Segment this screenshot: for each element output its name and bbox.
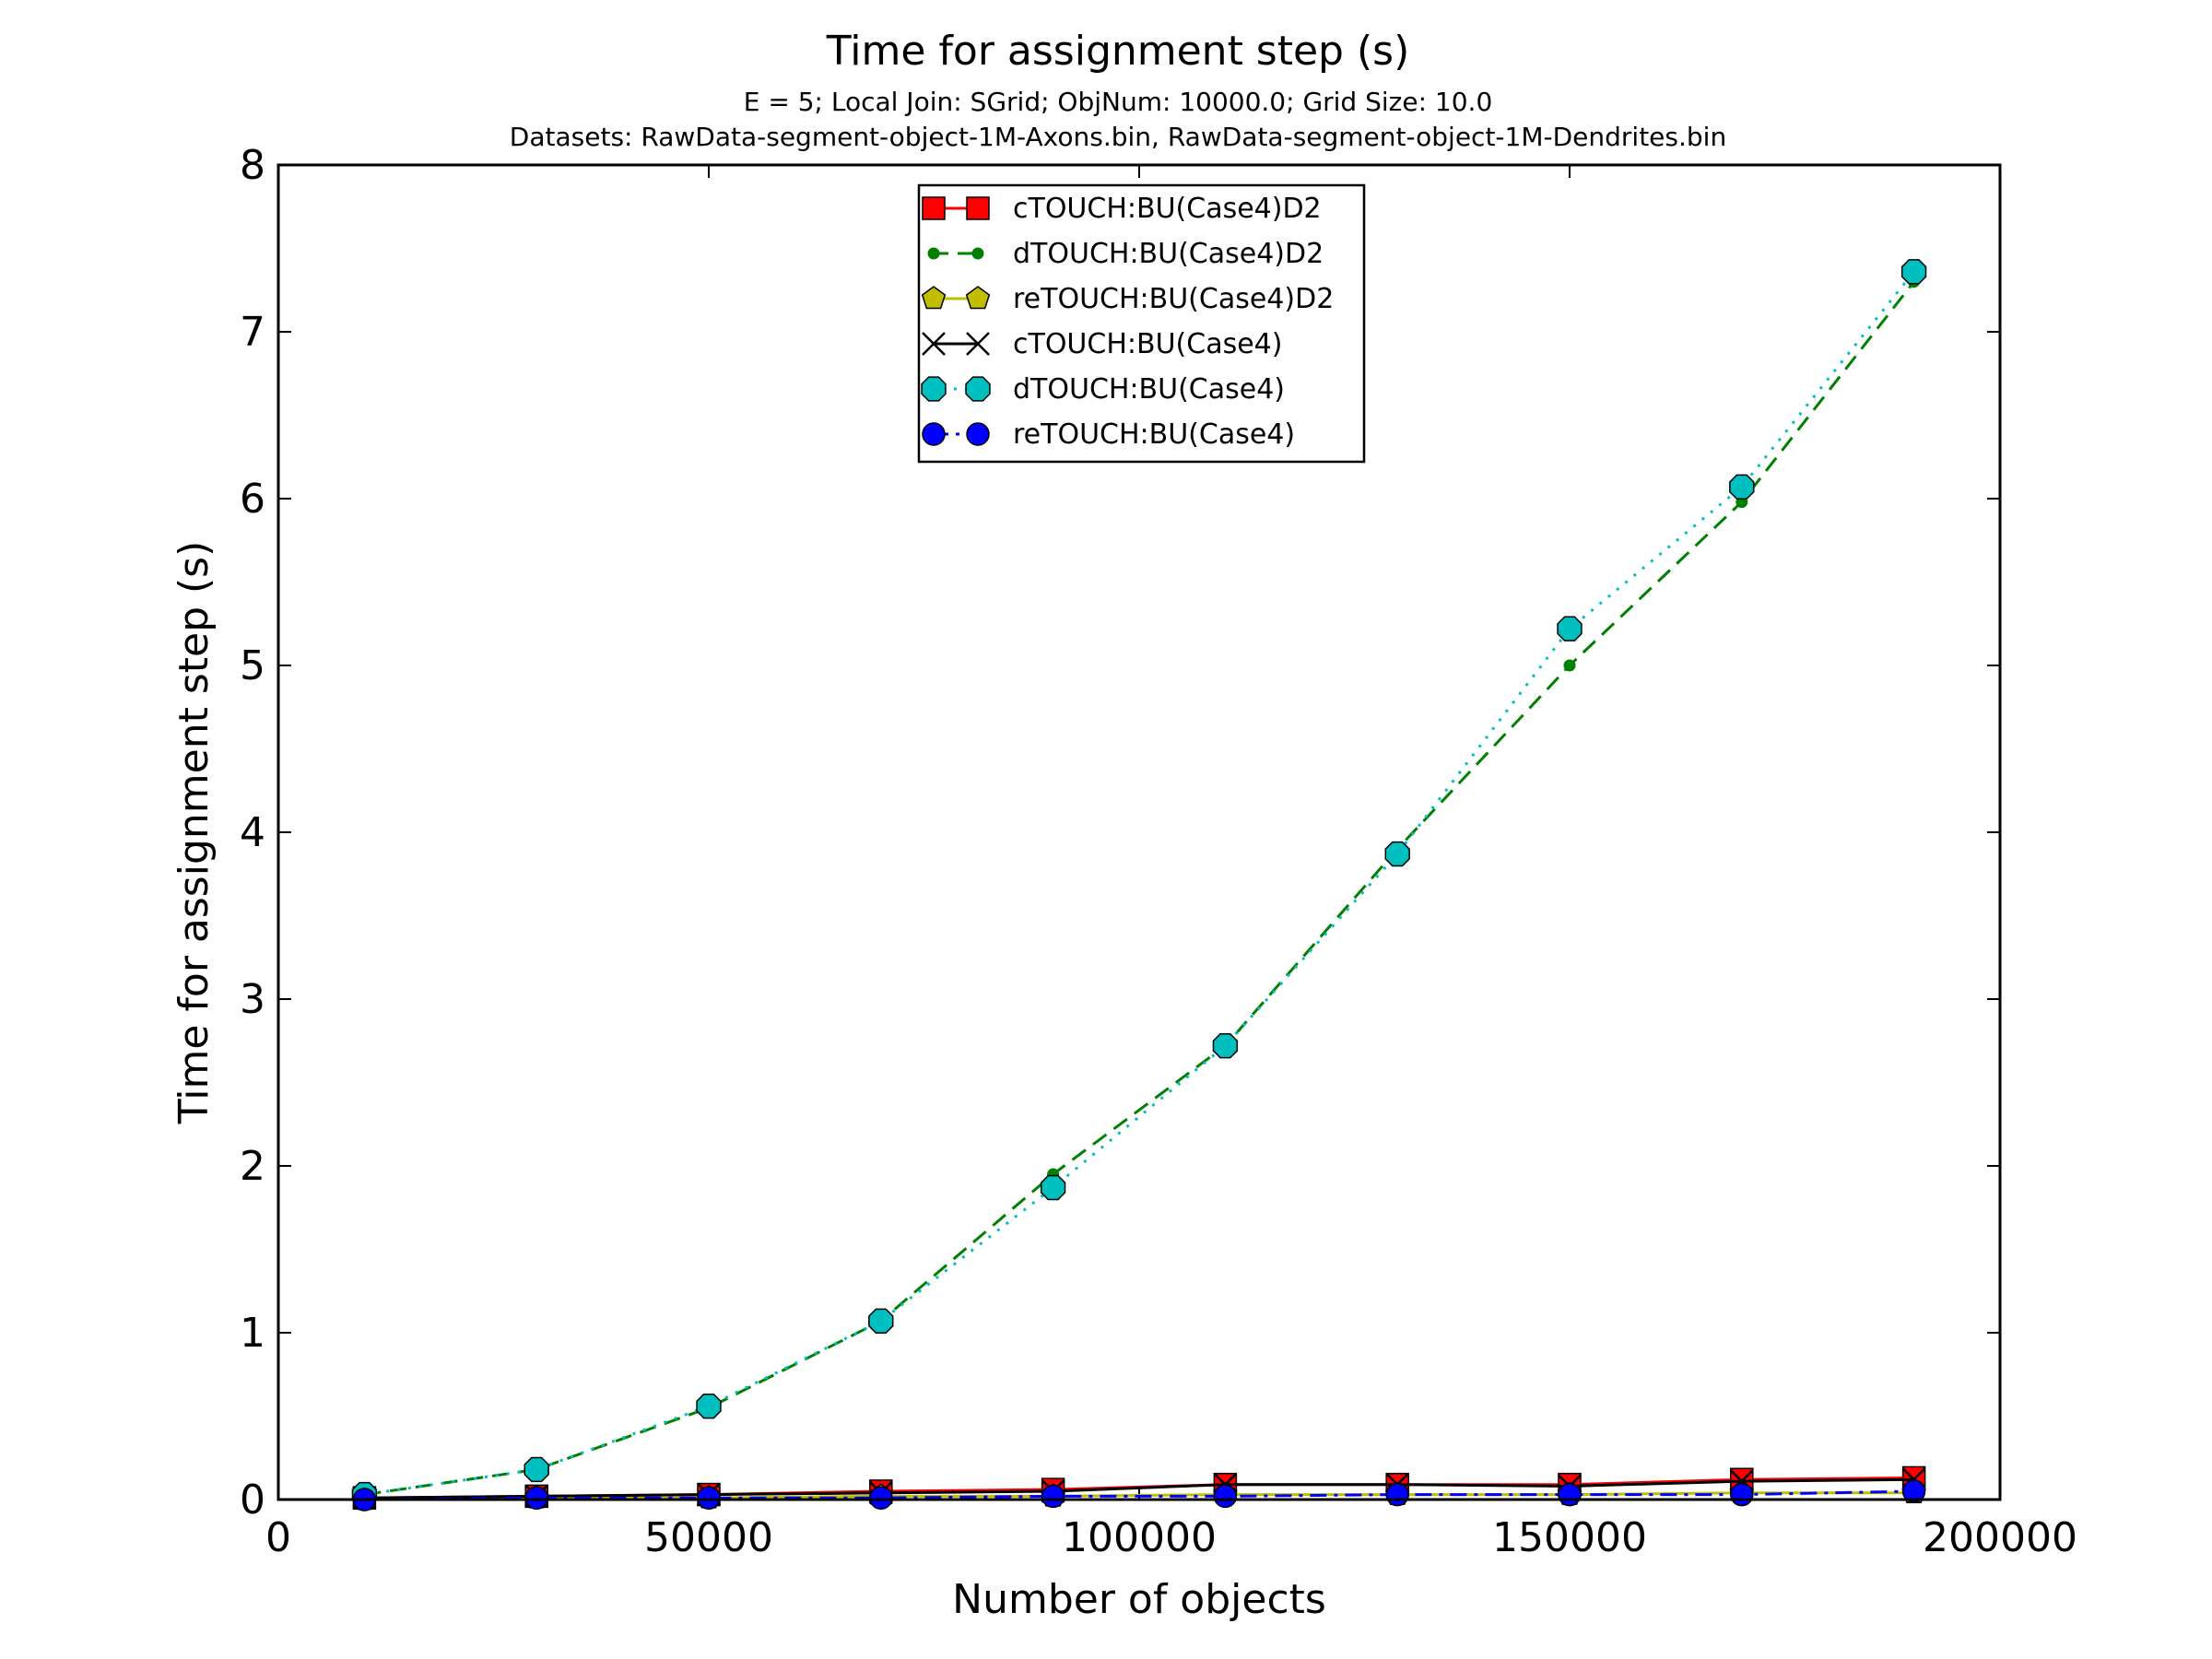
chart-subtitle-line-1: E = 5; Local Join: SGrid; ObjNum: 10000.… — [744, 87, 1493, 117]
series-line — [364, 1477, 1914, 1500]
data-point — [1384, 841, 1410, 867]
data-point — [1558, 1482, 1582, 1507]
legend-item: cTOUCH:BU(Case4)D2 — [922, 193, 1322, 225]
x-tick-label: 150000 — [1492, 1514, 1647, 1561]
y-tick-label: 0 — [240, 1477, 265, 1524]
legend-marker — [966, 332, 990, 356]
legend-item: dTOUCH:BU(Case4)D2 — [927, 238, 1324, 270]
legend-label: dTOUCH:BU(Case4) — [1013, 373, 1285, 406]
data-point — [869, 1486, 893, 1510]
y-tick-label: 3 — [240, 976, 265, 1023]
legend-label: reTOUCH:BU(Case4)D2 — [1013, 283, 1334, 315]
legend-marker — [965, 376, 991, 402]
axis-ticks: 0 50000 100000 150000 200000 0 1 2 3 4 5 6 7 8 — [240, 142, 2077, 1561]
legend: cTOUCH:BU(Case4)D2 dTOUCH:BU(Case4)D2 reTO… — [917, 183, 1366, 464]
chart-title: Time for assignment step (s) — [826, 28, 1409, 75]
y-axis-label: Time for assignment step (s) — [171, 541, 218, 1124]
legend-item: reTOUCH:BU(Case4) — [922, 418, 1295, 451]
chart-subtitle-line-2: Datasets: RawData-segment-object-1M-Axon… — [510, 122, 1726, 152]
series-line — [364, 1489, 1914, 1501]
series-line — [364, 270, 1915, 1497]
legend-item: cTOUCH:BU(Case4) — [922, 328, 1282, 360]
legend-frame — [917, 183, 1366, 464]
series-5 — [351, 259, 1927, 1508]
data-point — [1557, 616, 1583, 641]
y-tick-label: 6 — [240, 476, 265, 523]
legend-label: reTOUCH:BU(Case4) — [1013, 418, 1295, 451]
y-tick-label: 2 — [240, 1143, 265, 1190]
y-tick-label: 7 — [240, 309, 265, 356]
x-tick-label: 50000 — [644, 1514, 773, 1561]
data-point — [1563, 659, 1576, 672]
legend-marker — [921, 286, 947, 310]
series-line — [364, 280, 1915, 1497]
x-tick-label: 100000 — [1062, 1514, 1217, 1561]
legend-marker — [927, 247, 940, 260]
data-point — [524, 1486, 548, 1510]
data-point — [524, 1456, 549, 1483]
data-point — [697, 1486, 721, 1510]
data-point — [1729, 474, 1755, 500]
data-point — [868, 1308, 894, 1335]
data-point — [1213, 1484, 1238, 1509]
y-tick-label: 8 — [240, 142, 265, 189]
legend-label: cTOUCH:BU(Case4) — [1013, 328, 1282, 360]
legend-item: dTOUCH:BU(Case4) — [921, 373, 1285, 406]
legend-marker — [922, 422, 946, 446]
legend-marker — [921, 376, 947, 402]
y-tick-label: 1 — [240, 1310, 265, 1357]
x-axis-label: Number of objects — [952, 1576, 1326, 1623]
data-point — [1385, 1482, 1409, 1507]
y-tick-label: 4 — [240, 809, 265, 856]
data-point — [1900, 259, 1927, 285]
legend-marker — [966, 422, 990, 446]
legend-marker — [971, 247, 984, 260]
data-point — [1041, 1484, 1065, 1509]
legend-label: cTOUCH:BU(Case4)D2 — [1013, 193, 1322, 225]
legend-item: reTOUCH:BU(Case4)D2 — [921, 283, 1334, 315]
legend-label: dTOUCH:BU(Case4)D2 — [1013, 238, 1324, 270]
x-tick-label: 0 — [265, 1514, 291, 1561]
x-tick-label: 200000 — [1923, 1514, 2077, 1561]
data-point — [1901, 1479, 1926, 1503]
legend-marker — [922, 332, 946, 356]
legend-marker — [922, 196, 946, 220]
plot-frame — [276, 163, 2002, 1501]
data-point — [1040, 1174, 1066, 1201]
legend-marker — [965, 286, 991, 310]
data-point — [696, 1393, 722, 1419]
y-tick-label: 5 — [240, 642, 265, 689]
data-point — [1212, 1033, 1239, 1059]
data-point — [1730, 1482, 1754, 1507]
legend-marker — [966, 196, 990, 220]
